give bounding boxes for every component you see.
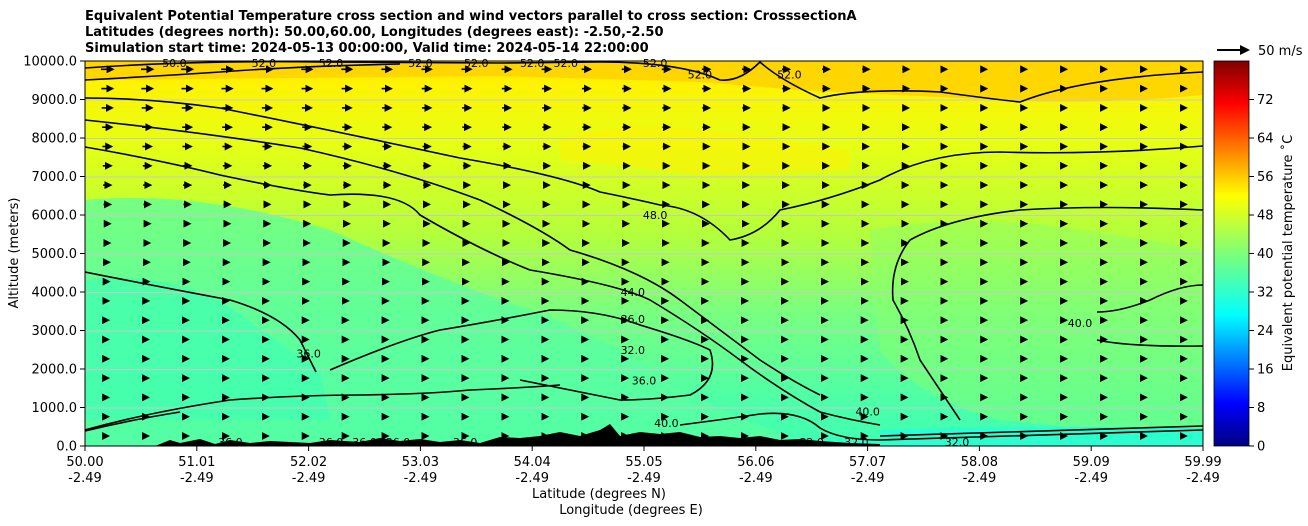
contour-label: 40.0 <box>654 417 679 430</box>
quiver-key-label: 50 m/s <box>1258 44 1303 59</box>
contour-label: 48.0 <box>643 209 668 222</box>
x-tick-label-lon: -2.49 <box>292 471 326 486</box>
contour-label: 36.0 <box>621 313 646 326</box>
contour-label: 52.0 <box>777 68 802 81</box>
terrain <box>155 424 880 446</box>
colorbar-tick-label: 40 <box>1257 247 1274 262</box>
x-tick-label-lon: -2.49 <box>1074 471 1108 486</box>
contour-label: 32.0 <box>621 344 646 357</box>
contour-label: 36.0 <box>632 375 657 388</box>
contour-label: 36.0 <box>319 436 344 449</box>
x-tick-label-lat: 54.04 <box>514 455 551 470</box>
x-tick-label-lat: 56.06 <box>737 455 774 470</box>
x-tick-label-lat: 53.03 <box>402 455 439 470</box>
gridlines <box>85 99 1203 409</box>
chart-title-line-2: Latitudes (degrees north): 50.00,60.00, … <box>85 25 664 40</box>
contour-label: 52.0 <box>408 57 433 70</box>
x-tick-label-lon: -2.49 <box>963 471 997 486</box>
colorbar <box>1214 61 1249 446</box>
contour-label: 52.0 <box>464 57 489 70</box>
y-axis-label: Altitude (meters) <box>7 198 22 309</box>
contour-label: 52.0 <box>252 57 277 70</box>
x-tick-label-lon: -2.49 <box>180 471 214 486</box>
contour-label: 36.0 <box>218 436 243 449</box>
x-tick-label-lat: 50.00 <box>66 455 103 470</box>
colorbar-tick-label: 0 <box>1257 440 1265 455</box>
contour-label: 52.0 <box>319 57 344 70</box>
contour-label: 52.0 <box>643 57 668 70</box>
contour-label: 52.0 <box>520 57 545 70</box>
contour-lines <box>85 61 1203 441</box>
y-tick-label: 9000.0 <box>32 93 78 108</box>
y-tick-label: 0.0 <box>56 440 77 455</box>
y-axis: 0.0 1000.0 2000.0 3000.0 4000.0 5000.0 6000.0 7… <box>23 55 85 455</box>
plot-area <box>85 61 1203 446</box>
x-tick-label-lat: 51.01 <box>178 455 215 470</box>
x-axis-label-latitude: Latitude (degrees N) <box>532 487 666 502</box>
contour-label: 36.0 <box>352 436 377 449</box>
cold-surface-east <box>880 426 1203 446</box>
contour-label: 32.0 <box>799 436 824 449</box>
x-tick-label-lon: -2.49 <box>851 471 885 486</box>
colorbar-tick-label: 16 <box>1257 363 1274 378</box>
x-tick-label-lon: -2.49 <box>627 471 661 486</box>
colorbar-ticks: 0 8 16 24 32 40 48 56 64 72 <box>1249 93 1274 455</box>
contour-label: 50.0 <box>162 57 187 70</box>
colorbar-label: Equivalent potential temperature ˚C <box>1280 135 1296 371</box>
y-tick-label: 8000.0 <box>32 132 78 147</box>
x-tick-label-lon: -2.49 <box>1186 471 1220 486</box>
x-tick-label-lat: 52.02 <box>290 455 327 470</box>
y-tick-label: 3000.0 <box>32 324 78 339</box>
colorbar-tick-label: 64 <box>1257 132 1274 147</box>
x-tick-label-lon: -2.49 <box>739 471 773 486</box>
colorbar-tick-label: 8 <box>1257 401 1265 416</box>
contour-label: 36.0 <box>296 348 321 361</box>
x-tick-label-lat: 57.07 <box>849 455 886 470</box>
x-tick-label-lat: 58.08 <box>961 455 998 470</box>
colorbar-tick-label: 56 <box>1257 170 1274 185</box>
colorbar-tick-label: 24 <box>1257 324 1274 339</box>
contour-label: 32.0 <box>945 436 970 449</box>
y-tick-label: 5000.0 <box>32 247 78 262</box>
y-tick-label: 1000.0 <box>32 401 78 416</box>
contour-label: 44.0 <box>621 286 646 299</box>
y-tick-label: 2000.0 <box>32 363 78 378</box>
x-tick-label-lon: -2.49 <box>515 471 549 486</box>
contour-label: 40.0 <box>855 405 880 418</box>
colorbar-tick-label: 48 <box>1257 209 1274 224</box>
x-tick-label-lat: 59.09 <box>1073 455 1110 470</box>
x-axis-label-longitude: Longitude (degrees E) <box>559 503 703 518</box>
contour-label: 52.0 <box>553 57 578 70</box>
x-tick-label-lon: -2.49 <box>68 471 102 486</box>
wind-vectors <box>100 65 1188 440</box>
contour-label: 36.0 <box>509 436 534 449</box>
y-tick-label: 4000.0 <box>32 286 78 301</box>
cool-patch-west <box>85 277 330 420</box>
contour-label: 40.0 <box>1068 317 1093 330</box>
x-axis: 50.00-2.4951.01-2.4952.02-2.4953.03-2.49… <box>66 446 1222 486</box>
contour-label: 52.0 <box>688 68 713 81</box>
contour-label: 32.0 <box>844 436 869 449</box>
y-tick-label: 7000.0 <box>32 170 78 185</box>
chart-title-line-3: Simulation start time: 2024-05-13 00:00:… <box>85 41 649 56</box>
x-tick-label-lon: -2.49 <box>404 471 438 486</box>
contour-label: 36.0 <box>531 436 556 449</box>
contour-label: 36.0 <box>386 436 411 449</box>
contour-label: 36.0 <box>453 436 478 449</box>
x-tick-label-lat: 59.99 <box>1184 455 1221 470</box>
y-tick-label: 10000.0 <box>23 55 77 70</box>
x-tick-label-lat: 55.05 <box>625 455 662 470</box>
chart-title-line-1: Equivalent Potential Temperature cross s… <box>85 9 857 24</box>
colorbar-tick-label: 72 <box>1257 93 1274 108</box>
y-tick-label: 6000.0 <box>32 209 78 224</box>
colorbar-tick-label: 32 <box>1257 286 1274 301</box>
